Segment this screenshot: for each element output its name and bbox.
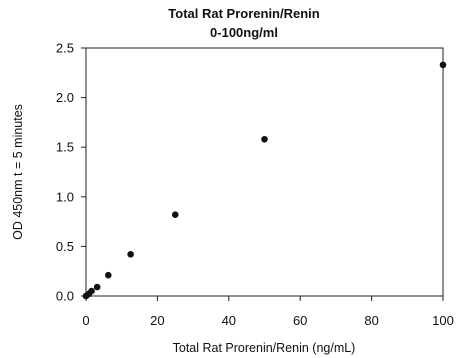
y-tick-label: 0.5 — [56, 239, 74, 254]
y-axis-ticks: 0.0 0.5 1.0 1.5 2.0 2.5 — [56, 41, 86, 304]
data-point — [439, 61, 447, 69]
x-tick-label: 60 — [293, 313, 307, 328]
y-tick-label: 1.5 — [56, 140, 74, 155]
y-tick-label: 2.0 — [56, 90, 74, 105]
data-point — [261, 135, 268, 143]
x-tick-label: 100 — [432, 313, 454, 328]
y-axis-label: OD 450nm t = 5 minutes — [11, 104, 25, 240]
y-tick-label: 1.0 — [56, 189, 74, 204]
chart-title: Total Rat Prorenin/Renin — [168, 6, 319, 21]
data-point — [171, 211, 179, 218]
x-tick-label: 0 — [82, 313, 89, 328]
plot-area — [85, 47, 444, 297]
data-points — [82, 61, 447, 300]
x-tick-label: 80 — [364, 313, 378, 328]
y-tick-label: 2.5 — [56, 41, 74, 56]
x-axis-label: Total Rat Prorenin/Renin (ng/mL) — [173, 341, 356, 355]
x-tick-label: 40 — [222, 313, 236, 328]
chart-subtitle: 0-100ng/ml — [210, 25, 278, 40]
data-point — [93, 283, 101, 291]
data-point — [88, 287, 95, 295]
data-point — [105, 271, 112, 279]
y-tick-label: 0.0 — [56, 289, 74, 304]
x-tick-label: 20 — [150, 313, 164, 328]
x-axis-ticks: 0 20 40 60 80 100 — [82, 296, 454, 328]
data-point — [127, 251, 134, 258]
